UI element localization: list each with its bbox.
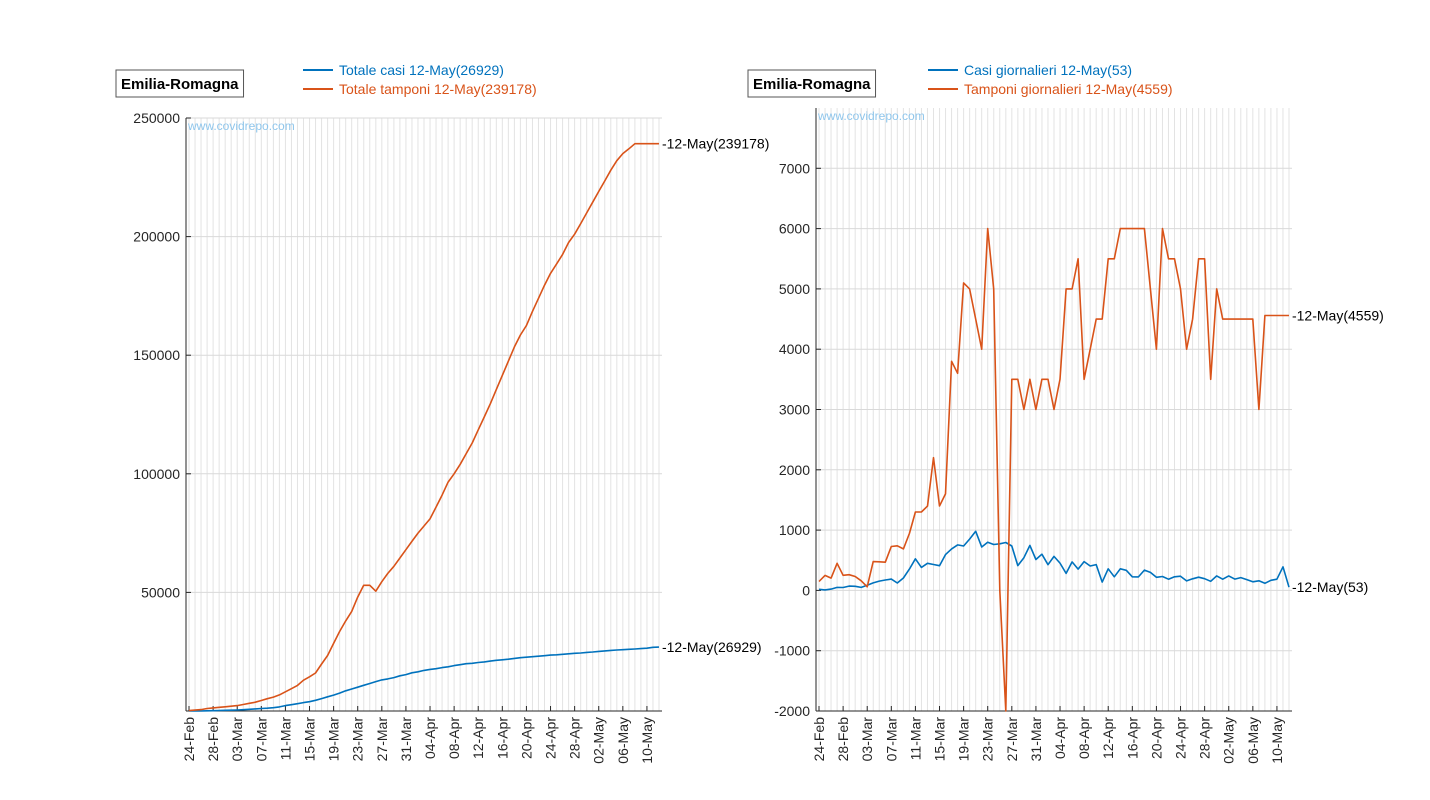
y-tick-label: 3000 [779, 402, 810, 418]
x-tick-label: 28-Feb [205, 717, 221, 762]
x-tick-label: 10-May [639, 717, 655, 764]
x-tick-label: 02-May [591, 717, 607, 764]
x-tick-label: 28-Apr [567, 717, 583, 759]
y-tick-label: 4000 [779, 341, 810, 357]
x-tick-label: 12-Apr [470, 717, 486, 759]
series-line [818, 530, 1290, 591]
x-tick-label: 04-Apr [1052, 717, 1068, 759]
x-tick-label: 11-Mar [277, 717, 293, 761]
x-tick-label: 24-Apr [543, 717, 559, 759]
x-tick-label: 03-Mar [229, 717, 245, 762]
legend-entry: Totale tamponi 12-May(239178) [339, 81, 537, 97]
x-tick-label: 16-Apr [494, 717, 510, 759]
region-title-box [115, 69, 245, 98]
y-tick-label: -2000 [774, 703, 810, 719]
x-tick-label: 15-Mar [932, 717, 948, 762]
y-tick-label: 150000 [133, 347, 180, 363]
y-tick-label: 100000 [133, 466, 180, 482]
legend-entry: Casi giornalieri 12-May(53) [964, 62, 1132, 78]
x-tick-label: 11-Mar [907, 717, 923, 761]
y-tick-label: 7000 [779, 160, 810, 176]
end-value-label: -12-May(239178) [662, 136, 769, 152]
x-tick-label: 04-Apr [422, 717, 438, 759]
region-title: Emilia-Romagna [121, 76, 239, 93]
x-tick-label: 31-Mar [1028, 717, 1044, 762]
y-tick-label: 50000 [141, 584, 180, 600]
x-tick-label: 15-Mar [302, 717, 318, 762]
x-tick-label: 23-Mar [350, 717, 366, 762]
y-tick-label: 6000 [779, 221, 810, 237]
watermark: www.covidrepo.com [817, 109, 925, 123]
x-tick-label: 23-Mar [980, 717, 996, 762]
series-line [818, 227, 1289, 712]
x-tick-label: 20-Apr [518, 717, 534, 759]
legend-entry: Totale casi 12-May(26929) [339, 62, 504, 78]
x-tick-label: 08-Apr [1076, 717, 1092, 759]
x-tick-label: 03-Mar [859, 717, 875, 762]
y-tick-label: 2000 [779, 462, 810, 478]
x-tick-label: 28-Feb [835, 717, 851, 762]
x-tick-label: 24-Apr [1173, 717, 1189, 759]
y-tick-label: -1000 [774, 643, 810, 659]
x-tick-label: 16-Apr [1124, 717, 1140, 759]
x-tick-label: 27-Mar [1004, 717, 1020, 762]
x-tick-label: 07-Mar [253, 717, 269, 762]
x-tick-label: 19-Mar [326, 717, 342, 762]
x-tick-label: 24-Feb [811, 717, 827, 762]
end-value-label: -12-May(53) [1292, 579, 1368, 595]
region-title-box [747, 69, 877, 98]
series-line [188, 646, 660, 712]
chart-panel-total: 50000 100000 150000 200000 250000 24-Feb 28-Fe… [115, 62, 769, 764]
legend-entry: Tamponi giornalieri 12-May(4559) [964, 81, 1173, 97]
y-tick-label: 1000 [779, 522, 810, 538]
x-tick-label: 07-Mar [883, 717, 899, 762]
x-tick-label: 02-May [1221, 717, 1237, 764]
y-tick-label: 200000 [133, 229, 180, 245]
chart-panel-daily: -2000 -1000 0 1000 2000 3000 4000 5000 6000 7000 2… [747, 62, 1384, 764]
watermark: www.covidrepo.com [187, 119, 295, 133]
x-tick-label: 31-Mar [398, 717, 414, 762]
x-tick-label: 06-May [1245, 717, 1261, 764]
y-tick-label: 5000 [779, 281, 810, 297]
series-line [188, 142, 659, 712]
y-tick-label: 250000 [133, 110, 180, 126]
x-tick-label: 06-May [615, 717, 631, 764]
region-title: Emilia-Romagna [753, 76, 871, 93]
y-tick-label: 0 [802, 582, 810, 598]
x-tick-label: 28-Apr [1197, 717, 1213, 759]
x-tick-label: 08-Apr [446, 717, 462, 759]
x-tick-label: 10-May [1269, 717, 1285, 764]
x-tick-label: 20-Apr [1148, 717, 1164, 759]
x-tick-label: 12-Apr [1100, 717, 1116, 759]
end-value-label: -12-May(4559) [1292, 307, 1384, 323]
end-value-label: -12-May(26929) [662, 639, 762, 655]
x-tick-label: 27-Mar [374, 717, 390, 762]
x-tick-label: 24-Feb [181, 717, 197, 762]
x-tick-label: 19-Mar [956, 717, 972, 762]
